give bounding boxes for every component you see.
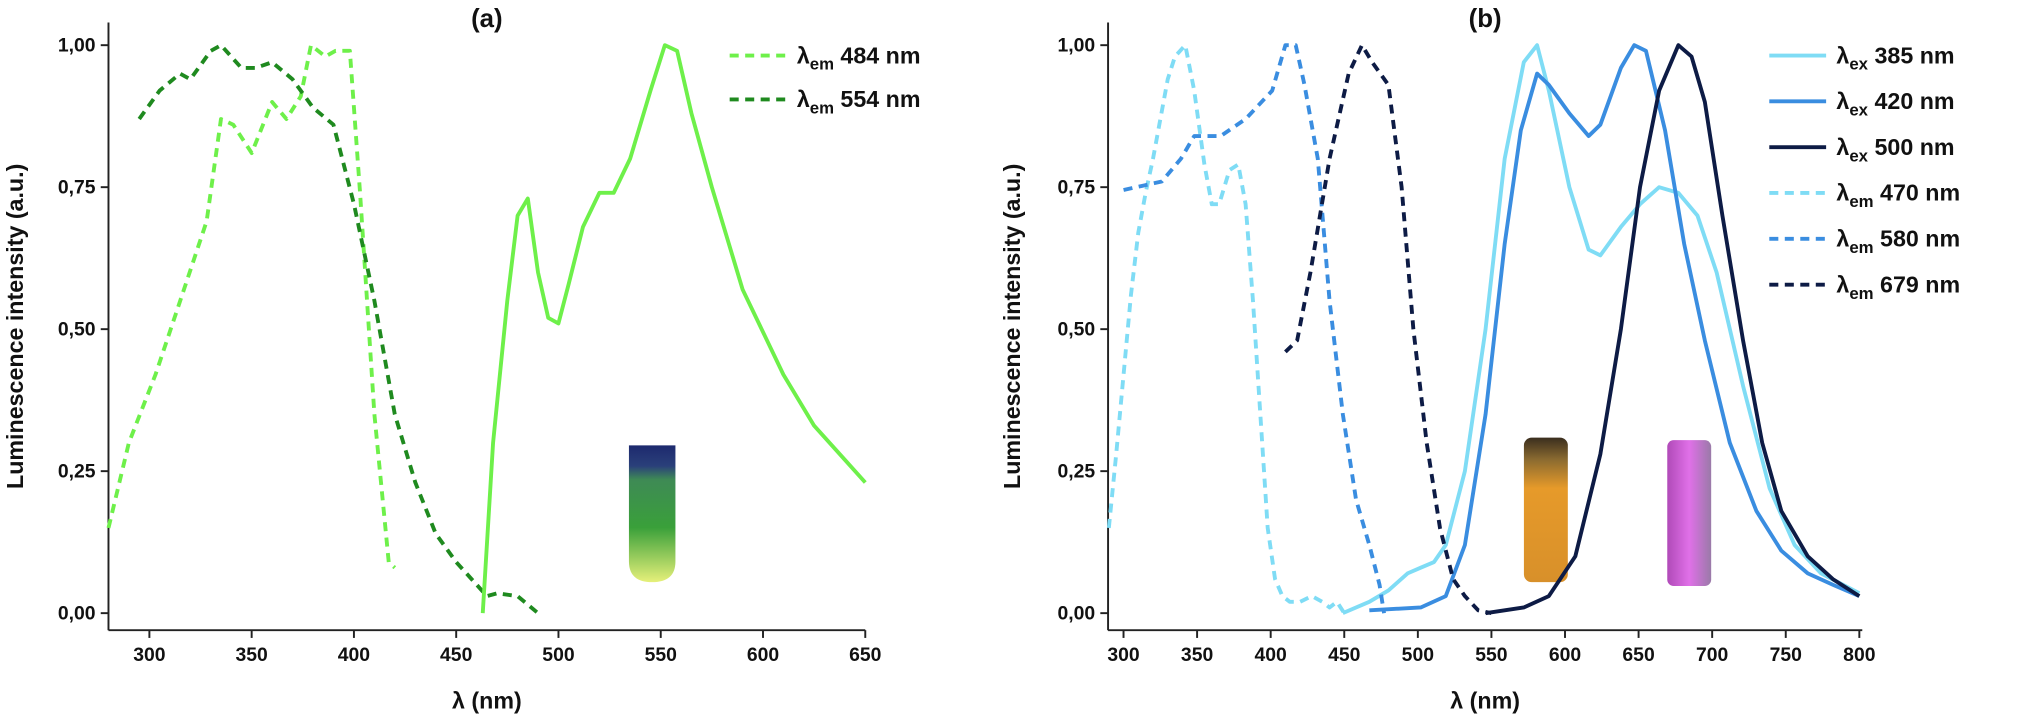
legend-label-part: λ xyxy=(1836,226,1849,252)
legend-label-part: em xyxy=(1849,192,1873,211)
legend-label-part: em xyxy=(1849,238,1873,257)
y-tick-label: 1,00 xyxy=(1057,35,1095,57)
legend-label-part: 385 nm xyxy=(1868,42,1955,68)
legend-label-part: ex xyxy=(1849,101,1868,120)
panel: 0,00 0,25 0,50 0,75 1,00 300 350 400 450 500 550 60… xyxy=(2,5,920,714)
x-tick-label: 350 xyxy=(1181,644,1213,666)
y-tick-label: 0,25 xyxy=(58,461,96,483)
series-line xyxy=(106,43,397,570)
x-axis-title: λ (nm) xyxy=(1450,688,1520,714)
x-tick-label: 800 xyxy=(1843,644,1875,666)
x-tick-label: 600 xyxy=(1549,644,1581,666)
legend-label: λex 385 nm xyxy=(1836,42,1954,73)
chart-title: (b) xyxy=(1469,5,1502,33)
x-tick-label: 400 xyxy=(1255,644,1287,666)
x-tick-label: 500 xyxy=(542,644,574,666)
legend-label-part: em xyxy=(1849,284,1873,303)
legend-label-part: em xyxy=(810,55,834,74)
x-tick-label: 450 xyxy=(440,644,472,666)
legend-label-part: λ xyxy=(797,86,810,112)
x-tick-label: 700 xyxy=(1696,644,1728,666)
x-tick-label: 550 xyxy=(1475,644,1507,666)
x-tick-label: 300 xyxy=(133,644,165,666)
legend-label-part: λ xyxy=(1836,134,1849,160)
legend-label: λex 500 nm xyxy=(1836,134,1954,165)
series-line xyxy=(480,43,867,614)
series-line xyxy=(1342,43,1861,615)
x-tick-label: 550 xyxy=(645,644,677,666)
legend-label-part: λ xyxy=(1836,180,1849,206)
legend-label-part: ex xyxy=(1849,146,1868,165)
y-tick-label: 0,00 xyxy=(58,603,96,625)
x-tick-label: 450 xyxy=(1328,644,1360,666)
legend-label: λex 420 nm xyxy=(1836,88,1954,119)
legend-label: λem 470 nm xyxy=(1836,180,1960,211)
legend-label-part: ex xyxy=(1849,55,1868,74)
y-tick-label: 0,25 xyxy=(1057,461,1095,483)
y-tick-label: 0,75 xyxy=(58,177,96,199)
legend-label-part: λ xyxy=(1836,88,1849,114)
y-axis-title: Luminescence intensity (a.u.) xyxy=(999,164,1025,489)
legend-label-part: em xyxy=(810,99,834,118)
series-line xyxy=(1123,43,1386,614)
x-tick-label: 650 xyxy=(849,644,881,666)
vial-b-orange xyxy=(1523,437,1568,583)
legend-label: λem 484 nm xyxy=(797,42,921,73)
y-tick-label: 0,00 xyxy=(1057,603,1095,625)
x-tick-label: 750 xyxy=(1770,644,1802,666)
y-tick-label: 0,50 xyxy=(1057,319,1095,341)
x-tick-label: 600 xyxy=(747,644,779,666)
x-tick-label: 500 xyxy=(1402,644,1434,666)
x-tick-label: 650 xyxy=(1622,644,1654,666)
series-line xyxy=(1369,43,1861,613)
x-axis-title: λ (nm) xyxy=(452,688,522,714)
legend-label-part: 500 nm xyxy=(1868,134,1955,160)
x-tick-label: 400 xyxy=(338,644,370,666)
legend-label-part: 679 nm xyxy=(1874,271,1961,297)
series-line xyxy=(1485,43,1861,616)
panel: 0,00 0,25 0,50 0,75 1,00 300 350 400 450 500 550 60… xyxy=(999,5,1960,714)
legend-label-part: 470 nm xyxy=(1874,180,1961,206)
x-tick-label: 350 xyxy=(235,644,267,666)
series-line xyxy=(1284,43,1492,616)
y-tick-label: 1,00 xyxy=(58,35,96,57)
legend-label-part: 420 nm xyxy=(1868,88,1955,114)
vial-a xyxy=(628,445,676,583)
series-line xyxy=(137,43,540,615)
legend-label: λem 679 nm xyxy=(1836,271,1960,302)
y-tick-label: 0,50 xyxy=(58,319,96,341)
legend-label-part: 580 nm xyxy=(1874,226,1961,252)
legend-label-part: 484 nm xyxy=(834,42,921,68)
legend-label-part: 554 nm xyxy=(834,86,921,112)
x-tick-label: 300 xyxy=(1107,644,1139,666)
chart-title: (a) xyxy=(471,5,503,33)
legend-label: λem 554 nm xyxy=(797,86,921,117)
legend-label-part: λ xyxy=(797,42,810,68)
y-axis-title: Luminescence intensity (a.u.) xyxy=(2,164,28,489)
y-tick-label: 0,75 xyxy=(1057,177,1095,199)
series-line xyxy=(1106,43,1346,615)
vial-b-pink xyxy=(1667,440,1712,587)
legend-label-part: λ xyxy=(1836,42,1849,68)
legend-label-part: λ xyxy=(1836,271,1849,297)
legend-label: λem 580 nm xyxy=(1836,226,1960,257)
